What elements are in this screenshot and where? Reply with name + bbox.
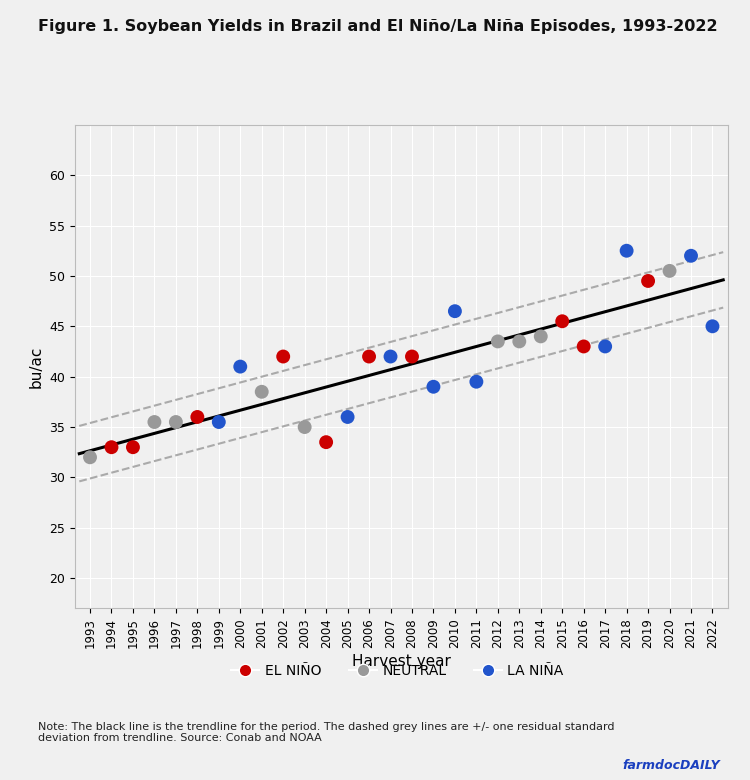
Point bbox=[148, 416, 160, 428]
X-axis label: Harvest year: Harvest year bbox=[352, 654, 451, 668]
Point bbox=[320, 436, 332, 448]
Point bbox=[406, 350, 418, 363]
Point bbox=[385, 350, 397, 363]
Y-axis label: bu/ac: bu/ac bbox=[28, 346, 44, 388]
Point bbox=[191, 411, 203, 424]
Text: farmdocDAILY: farmdocDAILY bbox=[622, 759, 720, 772]
Legend: EL NIÑO, NEUTRAL, LA NIÑA: EL NIÑO, NEUTRAL, LA NIÑA bbox=[226, 658, 569, 683]
Point bbox=[170, 416, 182, 428]
Point bbox=[556, 315, 568, 328]
Point bbox=[449, 305, 461, 317]
Text: Note: The black line is the trendline for the period. The dashed grey lines are : Note: The black line is the trendline fo… bbox=[38, 722, 614, 743]
Point bbox=[298, 421, 310, 434]
Point bbox=[664, 264, 676, 277]
Point bbox=[363, 350, 375, 363]
Point bbox=[492, 335, 504, 348]
Point bbox=[470, 375, 482, 388]
Text: Figure 1. Soybean Yields in Brazil and El Niño/La Niña Episodes, 1993-2022: Figure 1. Soybean Yields in Brazil and E… bbox=[38, 20, 717, 34]
Point bbox=[642, 275, 654, 287]
Point bbox=[127, 441, 139, 453]
Point bbox=[599, 340, 611, 353]
Point bbox=[106, 441, 118, 453]
Point bbox=[213, 416, 225, 428]
Point bbox=[535, 330, 547, 342]
Point bbox=[578, 340, 590, 353]
Point bbox=[620, 244, 632, 257]
Point bbox=[256, 385, 268, 398]
Point bbox=[84, 451, 96, 463]
Point bbox=[278, 350, 290, 363]
Point bbox=[234, 360, 246, 373]
Point bbox=[706, 320, 718, 332]
Point bbox=[427, 381, 439, 393]
Point bbox=[513, 335, 525, 348]
Point bbox=[341, 411, 353, 424]
Point bbox=[685, 250, 697, 262]
